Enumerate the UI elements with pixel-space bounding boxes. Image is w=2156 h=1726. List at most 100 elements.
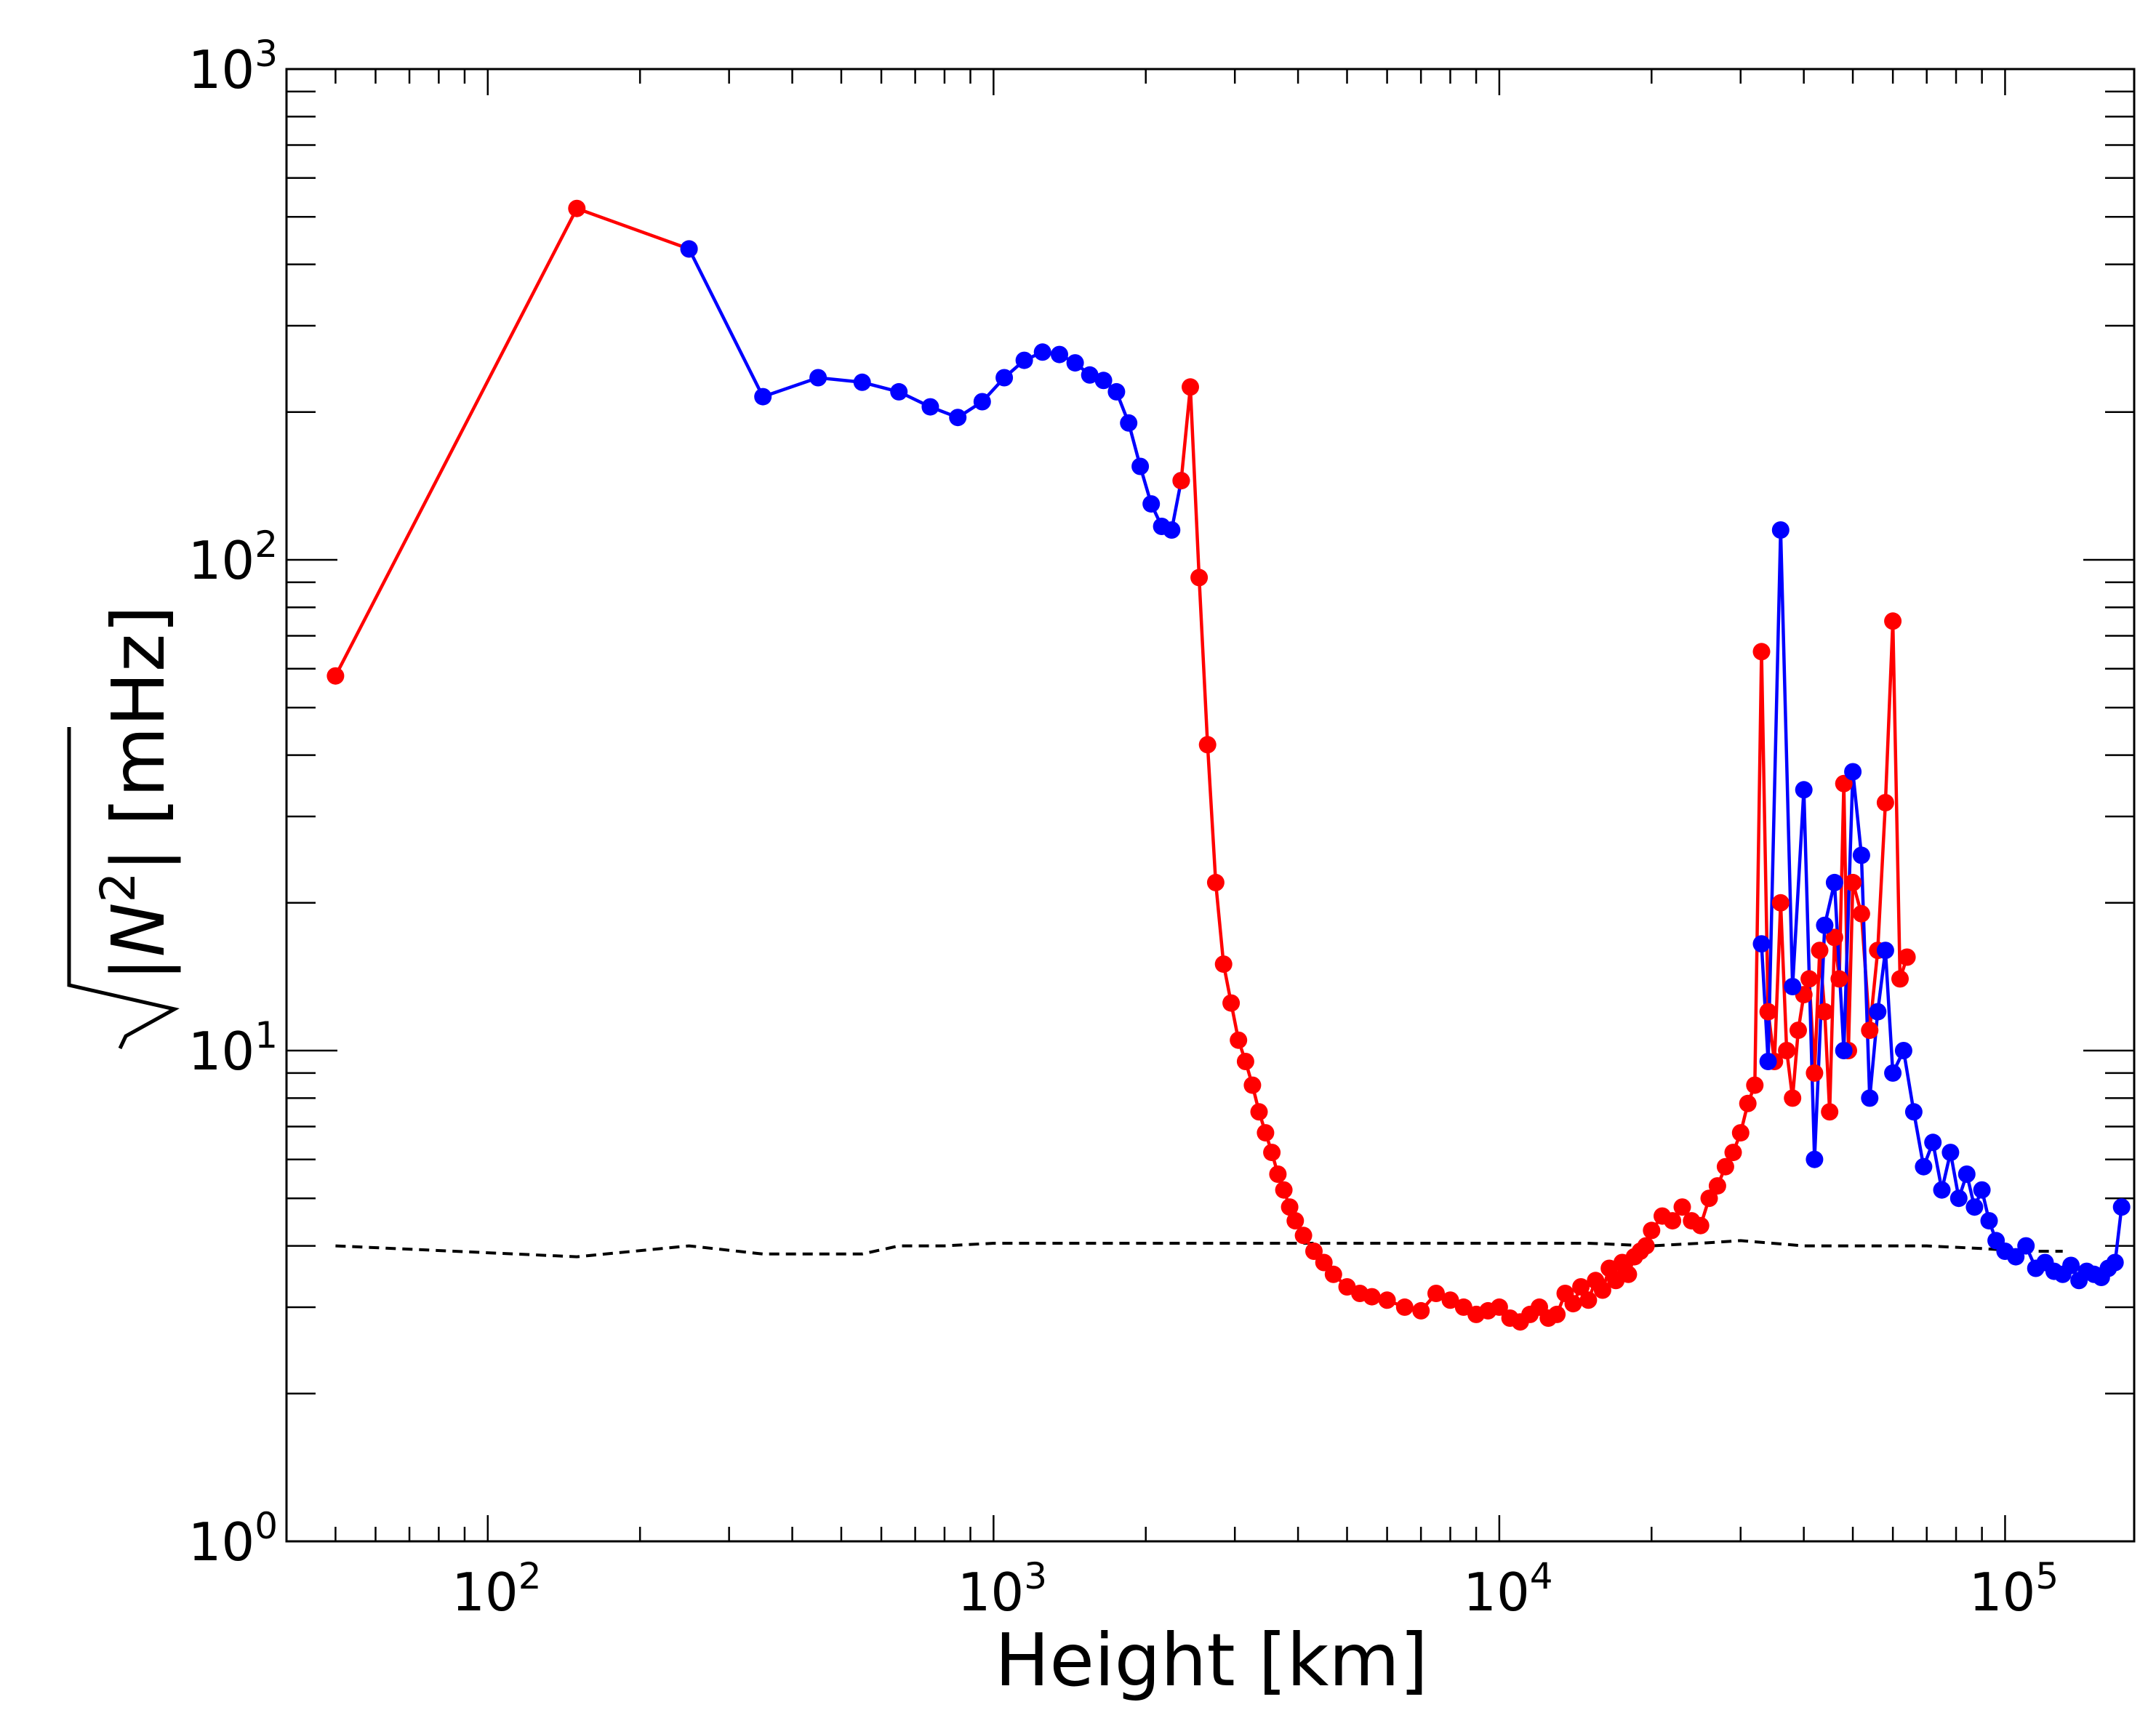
y-tick-labels: 100 101 102 103 [188, 33, 278, 1573]
series-layer [326, 199, 2131, 1331]
positive-data-point [1784, 1089, 1802, 1107]
minor-ticks [285, 69, 2134, 1541]
negative-data-point [1795, 781, 1813, 799]
negative-data-point [1904, 1103, 1923, 1121]
x-tick-label: 102 [452, 1555, 541, 1623]
negative-data-point [1957, 1165, 1976, 1183]
positive-data-point [1294, 1227, 1313, 1245]
positive-data-point [1412, 1301, 1430, 1320]
negative-data-point [1835, 1042, 1853, 1059]
negative-data-point [1120, 414, 1138, 432]
positive-data-point [1821, 1103, 1839, 1121]
negative-data-point [949, 409, 967, 427]
negative-data-point [995, 369, 1014, 387]
negative-data-point [2017, 1237, 2035, 1255]
positive-data-point [1700, 1189, 1718, 1208]
positive-data-point [1548, 1305, 1566, 1323]
negative-data-point [853, 373, 871, 391]
negative-data-point [1759, 1053, 1777, 1070]
negative-data-point [921, 398, 939, 416]
negative-data-point [1869, 1003, 1887, 1021]
positive-data-point [1395, 1298, 1414, 1316]
positive-data-point [1643, 1221, 1661, 1240]
positive-data-point [1269, 1165, 1287, 1183]
negative-data-point [2106, 1253, 2124, 1272]
negative-data-point [1131, 457, 1150, 475]
positive-data-point [1441, 1291, 1459, 1309]
positive-data-point [1236, 1053, 1254, 1070]
positive-data-point [1637, 1237, 1655, 1255]
negative-data-point [1941, 1144, 1960, 1162]
positive-data-point [1816, 1003, 1834, 1021]
positive-data-point [1263, 1144, 1281, 1162]
positive-data-point [1844, 873, 1862, 891]
negative-data-point [1844, 763, 1862, 781]
positive-data-point [1891, 970, 1909, 988]
positive-data-point [1222, 994, 1241, 1012]
negative-data-point [1852, 846, 1870, 864]
negative-data-point [1081, 366, 1099, 384]
positive-data-point [1876, 794, 1894, 811]
negative-data-point [1876, 942, 1894, 960]
negative-data-point [680, 240, 698, 258]
positive-data-point [1731, 1124, 1750, 1142]
positive-data-point [1861, 1021, 1879, 1040]
negative-data-point [1752, 935, 1771, 953]
negative-data-point [1066, 354, 1084, 372]
y-tick-label: 101 [188, 1014, 278, 1082]
negative-data-point [1033, 343, 1051, 361]
positive-data-point [1771, 894, 1790, 912]
positive-data-point [1724, 1144, 1742, 1162]
negative-data-point [1142, 495, 1161, 513]
negative-data-point [1825, 873, 1843, 891]
negative-data-point [1924, 1133, 1942, 1152]
positive-data-point [1286, 1212, 1305, 1230]
positive-data-point [1619, 1265, 1638, 1283]
positive-data-point [1315, 1253, 1333, 1272]
y-axis-label: |N2|[mHz] [67, 606, 181, 1050]
x-tick-label: 103 [958, 1555, 1047, 1623]
positive-data-point [1378, 1291, 1396, 1309]
negative-data-point [2007, 1248, 2025, 1266]
negative-data-point [754, 388, 772, 406]
positive-data-point [1716, 1157, 1734, 1176]
negative-data-point [1973, 1181, 1991, 1199]
negative-data-point [809, 369, 827, 387]
positive-data-point [1198, 736, 1217, 754]
positive-data-point [1806, 1064, 1824, 1082]
negative-data-point [1894, 1042, 1912, 1059]
positive-data-point [1739, 1094, 1757, 1112]
positive-data-point [1275, 1181, 1293, 1199]
negative-data-point [1051, 345, 1068, 364]
negative-data-point [1163, 521, 1181, 539]
negative-data-point [2062, 1256, 2080, 1275]
negative-data-point [973, 393, 991, 411]
positive-data-point [1759, 1003, 1777, 1021]
x-tick-label: 105 [1969, 1555, 2059, 1623]
negative-data-point [1949, 1189, 1968, 1208]
positive-data-point [1884, 612, 1902, 630]
positive-data-point [1190, 569, 1209, 587]
negative-data-point [1771, 521, 1790, 539]
positive-data-point [1691, 1216, 1710, 1235]
positive-data-point [1778, 1042, 1796, 1059]
negative-data-point [1806, 1150, 1824, 1168]
positive-data-point [1579, 1291, 1598, 1309]
positive-data-point [326, 667, 345, 685]
positive-data-point [1214, 955, 1233, 974]
negative-data-point [1980, 1212, 1998, 1230]
positive-data-point [1250, 1103, 1268, 1121]
positive-data-point [1427, 1285, 1445, 1302]
negative-data-point [1965, 1198, 1984, 1216]
negative-data-point [1915, 1157, 1933, 1176]
positive-data-point [1835, 774, 1853, 792]
negative-data-point [1784, 978, 1802, 995]
positive-data-point [1182, 378, 1199, 396]
negative-data-point [1884, 1064, 1902, 1082]
positive-data-point [1363, 1288, 1381, 1306]
positive-data-point [1800, 970, 1819, 988]
x-tick-label: 104 [1463, 1555, 1552, 1623]
positive-data-point [1257, 1124, 1275, 1142]
positive-data-point [1490, 1298, 1508, 1316]
negative-data-point [1816, 916, 1834, 934]
